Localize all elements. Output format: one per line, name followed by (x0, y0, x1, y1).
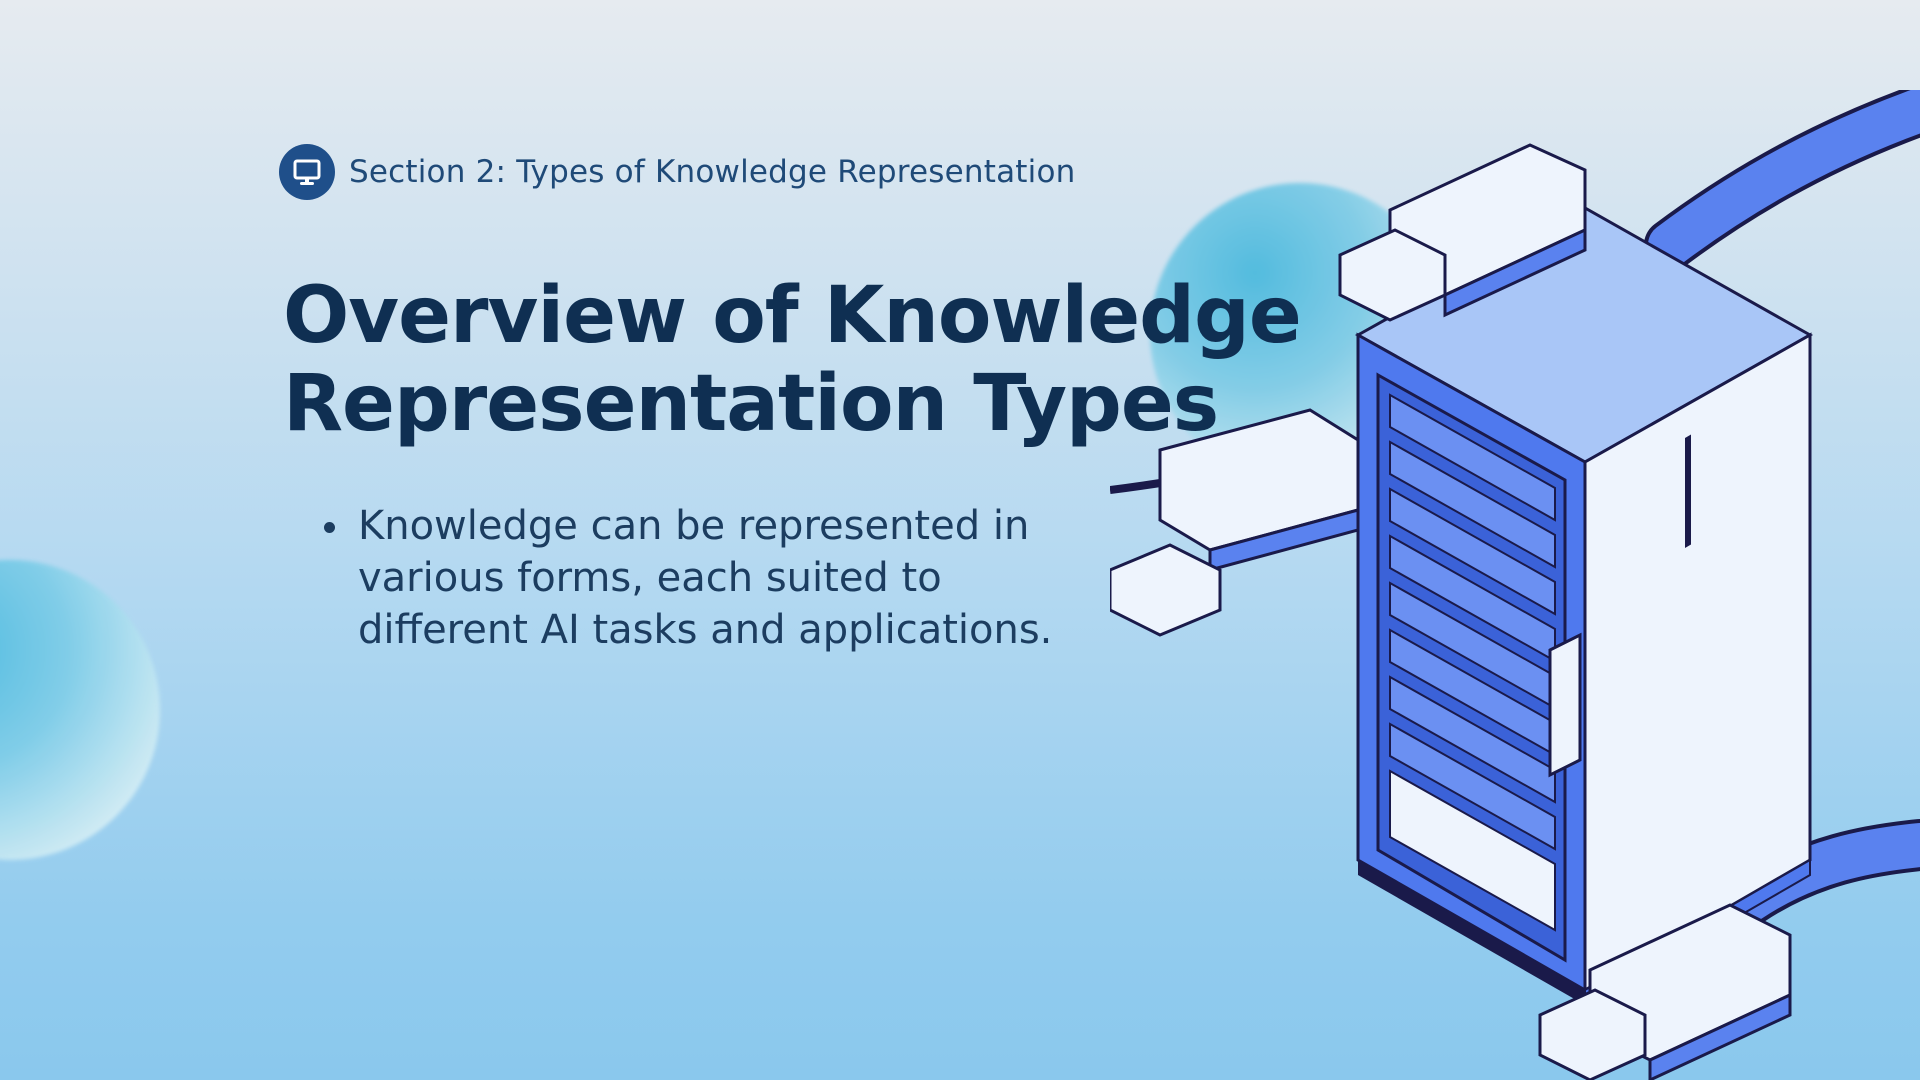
decorative-orb-left (0, 560, 160, 860)
bullet-item: Knowledge can be represented in various … (320, 500, 1060, 656)
usb-connector-bottom (1538, 903, 1792, 1080)
section-header: Section 2: Types of Knowledge Representa… (279, 144, 1076, 200)
cable-top (1644, 90, 1920, 271)
server-units (1389, 393, 1556, 932)
title-line-1: Overview of Knowledge (283, 271, 1302, 361)
usb-connector-left (1110, 408, 1360, 637)
monitor-icon (279, 144, 335, 200)
bullet-list: Knowledge can be represented in various … (320, 500, 1060, 656)
usb-connector-top (1338, 143, 1587, 322)
vent-dots (1685, 434, 1691, 549)
section-label: Section 2: Types of Knowledge Representa… (349, 154, 1076, 190)
page-title: Overview of Knowledge Representation Typ… (283, 272, 1333, 448)
server-rack-illustration (1110, 90, 1920, 1080)
title-line-2: Representation Types (283, 359, 1219, 449)
